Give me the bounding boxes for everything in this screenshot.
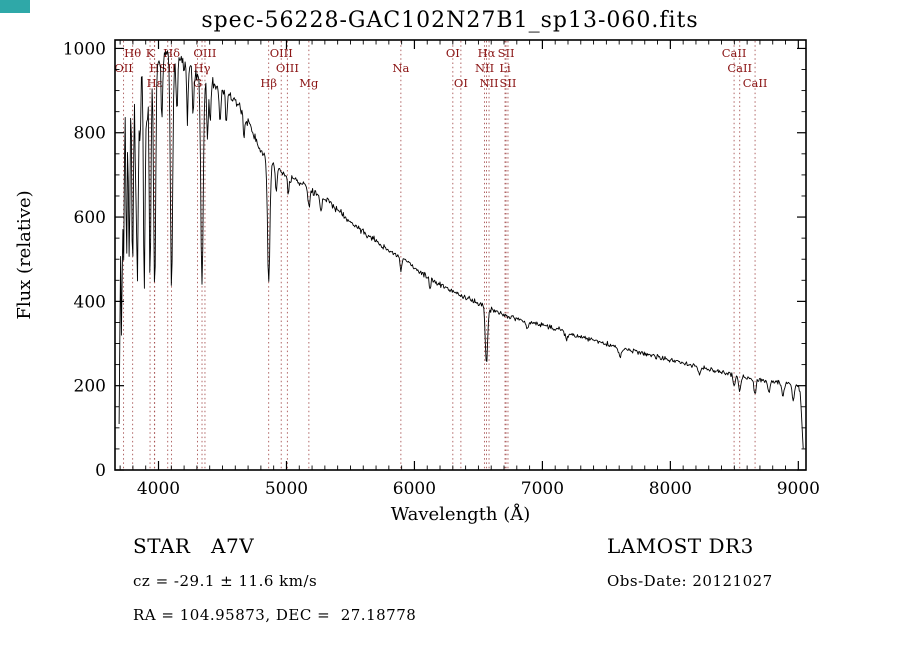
- spectral-marker-label: Hθ: [124, 46, 141, 60]
- spectral-marker-label: CaII: [743, 76, 768, 90]
- plot-frame: [114, 39, 807, 471]
- x-tick-label: 8000: [649, 479, 692, 499]
- spectral-marker-label: Hα: [478, 46, 496, 60]
- obs-date-text: Obs-Date: 20121027: [607, 572, 773, 590]
- chart-title: spec-56228-GAC102N27B1_sp13-060.fits: [201, 8, 699, 33]
- y-tick-label: 600: [74, 208, 106, 228]
- spectral-marker-label: OIII: [193, 46, 216, 60]
- spectral-marker-label: SII: [499, 76, 516, 90]
- spectral-marker-label: NII: [479, 76, 498, 90]
- spectral-marker-label: Li: [499, 61, 511, 75]
- x-tick-label: 5000: [265, 479, 308, 499]
- x-axis-label: Wavelength (Å): [391, 503, 531, 525]
- spectral-marker-label: CaII: [722, 46, 747, 60]
- spectral-marker-label: OIII: [276, 61, 299, 75]
- spectrum-trace: [118, 50, 804, 449]
- y-tick-label: 200: [74, 377, 106, 397]
- y-tick-label: 1000: [63, 39, 106, 59]
- y-tick-label: 400: [74, 292, 106, 312]
- y-tick-label: 800: [74, 124, 106, 144]
- coordinates-text: RA = 104.95873, DEC = 27.18778: [133, 606, 417, 624]
- spectral-marker-label: Hδ: [163, 46, 180, 60]
- x-tick-label: 7000: [521, 479, 564, 499]
- classification-text: STAR A7V: [133, 534, 255, 558]
- spectral-marker-label: NII: [475, 61, 494, 75]
- spectral-marker-label: OI: [454, 76, 468, 90]
- spectral-marker-label: OIII: [270, 46, 293, 60]
- y-axis-label: Flux (relative): [14, 190, 35, 319]
- spectral-marker-label: G: [193, 76, 202, 90]
- survey-name-text: LAMOST DR3: [607, 534, 754, 558]
- spectral-marker-label: Hε: [147, 76, 163, 90]
- spectral-marker-label: Mg: [299, 76, 319, 90]
- spectral-marker-label: SII: [498, 46, 515, 60]
- x-tick-label: 6000: [393, 479, 436, 499]
- spectral-marker-label: OII: [114, 61, 133, 75]
- x-tick-label: 9000: [777, 479, 820, 499]
- spectral-marker-label: Hβ: [260, 76, 277, 90]
- x-tick-label: 4000: [137, 479, 180, 499]
- spectral-marker-label: Na: [392, 61, 409, 75]
- spectrum-plot: HθKHδOIIIOIIIOIHαSIICaIIOIIHSIIHγOIIINaN…: [14, 39, 820, 525]
- y-tick-label: 0: [95, 461, 106, 481]
- spectral-marker-label: CaII: [727, 61, 752, 75]
- spectral-marker-label: SII: [159, 61, 176, 75]
- window-artifact: [0, 0, 30, 13]
- radial-velocity-text: cz = -29.1 ± 11.6 km/s: [133, 572, 318, 590]
- spectral-marker-label: OI: [446, 46, 460, 60]
- spectral-marker-label: K: [146, 46, 155, 60]
